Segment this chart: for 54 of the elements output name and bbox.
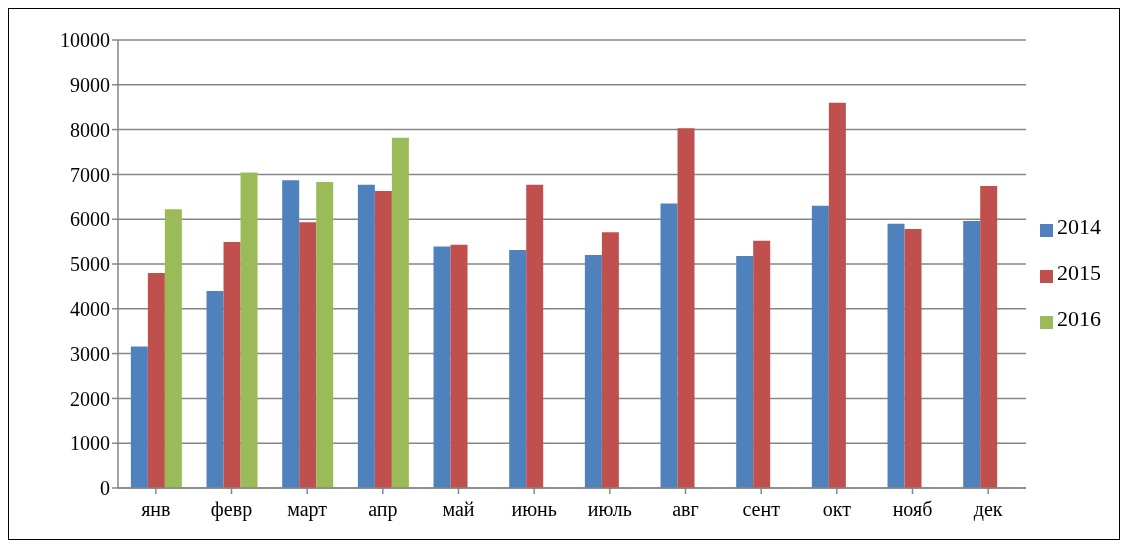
bar	[963, 220, 981, 488]
bar	[509, 250, 527, 488]
x-tick-label: дек	[973, 498, 1003, 522]
bar	[526, 184, 544, 488]
bar	[677, 128, 695, 488]
bar	[736, 255, 754, 488]
bar	[147, 272, 165, 488]
y-tick-label: 0	[100, 477, 110, 500]
bar	[374, 190, 392, 488]
x-tick-label: май	[442, 498, 475, 521]
bar	[206, 290, 224, 488]
bar	[282, 180, 300, 488]
bar	[887, 223, 905, 488]
legend-label: 2015	[1057, 260, 1101, 285]
bar	[299, 222, 317, 488]
y-tick-label: 3000	[70, 342, 110, 365]
y-tick-label: 10000	[60, 29, 110, 52]
x-tick-label: авг	[672, 498, 699, 521]
x-tick-label: окт	[822, 498, 852, 521]
y-tick-label: 9000	[70, 73, 110, 96]
bar	[357, 184, 375, 488]
legend-label: 2014	[1057, 214, 1101, 239]
x-tick-label: апр	[368, 498, 398, 522]
bar	[811, 205, 829, 488]
x-tick-label: март	[287, 498, 328, 522]
y-tick-label: 7000	[70, 163, 110, 186]
legend-label: 2016	[1057, 306, 1101, 331]
bar	[660, 203, 678, 488]
bar	[316, 182, 334, 488]
y-tick-label: 2000	[70, 387, 110, 410]
bar	[904, 229, 922, 488]
y-tick-label: 5000	[70, 253, 110, 276]
bar	[450, 244, 468, 488]
bar	[164, 209, 182, 488]
y-tick-label: 8000	[70, 118, 110, 141]
bar	[240, 172, 258, 488]
x-tick-label: июль	[587, 498, 632, 521]
x-tick-label: нояб	[892, 498, 933, 521]
bar	[753, 240, 771, 488]
bar	[130, 346, 148, 488]
y-tick-label: 1000	[70, 432, 110, 455]
x-tick-label: сент	[742, 498, 781, 521]
x-tick-label: июнь	[511, 498, 557, 521]
bar	[980, 186, 998, 488]
y-tick-label: 4000	[70, 297, 110, 320]
y-tick-label: 6000	[70, 208, 110, 231]
x-tick-label: февр	[210, 498, 253, 522]
bar	[601, 232, 619, 488]
bar	[223, 242, 241, 488]
x-tick-label: янв	[141, 498, 171, 521]
bar	[584, 255, 602, 488]
bar	[828, 102, 846, 488]
bar	[433, 246, 451, 488]
bar	[391, 137, 409, 488]
